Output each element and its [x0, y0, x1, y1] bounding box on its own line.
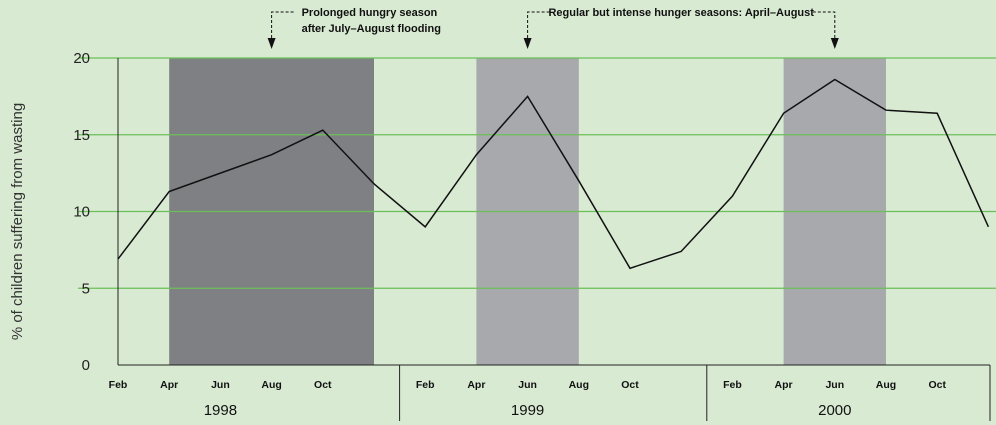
annotation-arrow [830, 38, 839, 49]
y-tick-label: 20 [73, 50, 90, 67]
annotation-arrow [523, 38, 532, 49]
x-tick-label: Jun [825, 379, 844, 391]
annotation-arrow [267, 38, 276, 49]
annotation-leader [812, 11, 836, 38]
x-tick-label: Jun [518, 379, 537, 391]
y-tick-label: 10 [73, 204, 90, 221]
x-tick-label: Feb [416, 379, 435, 391]
x-tick-label: Oct [928, 379, 946, 391]
year-label: 1998 [204, 402, 237, 419]
annotation-leader [527, 11, 552, 38]
x-tick-label: Apr [775, 379, 793, 391]
x-tick-label: Jun [211, 379, 230, 391]
x-tick-label: Oct [314, 379, 332, 391]
y-tick-label: 15 [73, 127, 90, 144]
year-label: 2000 [818, 402, 851, 419]
x-tick-label: Oct [621, 379, 639, 391]
x-tick-label: Feb [723, 379, 742, 391]
annotation-text: Prolonged hungry season [302, 7, 438, 19]
x-tick-label: Aug [569, 379, 589, 391]
x-tick-label: Feb [109, 379, 128, 391]
x-tick-label: Aug [261, 379, 281, 391]
year-label: 1999 [511, 402, 544, 419]
annotation-text: after July–August flooding [302, 23, 441, 35]
x-tick-label: Apr [160, 379, 178, 391]
annotation-text: Regular but intense hunger seasons: Apri… [548, 7, 814, 19]
series-line [117, 78, 990, 270]
y-tick-label: 0 [82, 357, 90, 374]
x-tick-label: Aug [876, 379, 896, 391]
annotation-leader [271, 11, 296, 38]
y-tick-label: 5 [82, 280, 90, 297]
y-axis-title: % of children suffering from wasting [9, 103, 26, 340]
x-tick-label: Apr [467, 379, 485, 391]
